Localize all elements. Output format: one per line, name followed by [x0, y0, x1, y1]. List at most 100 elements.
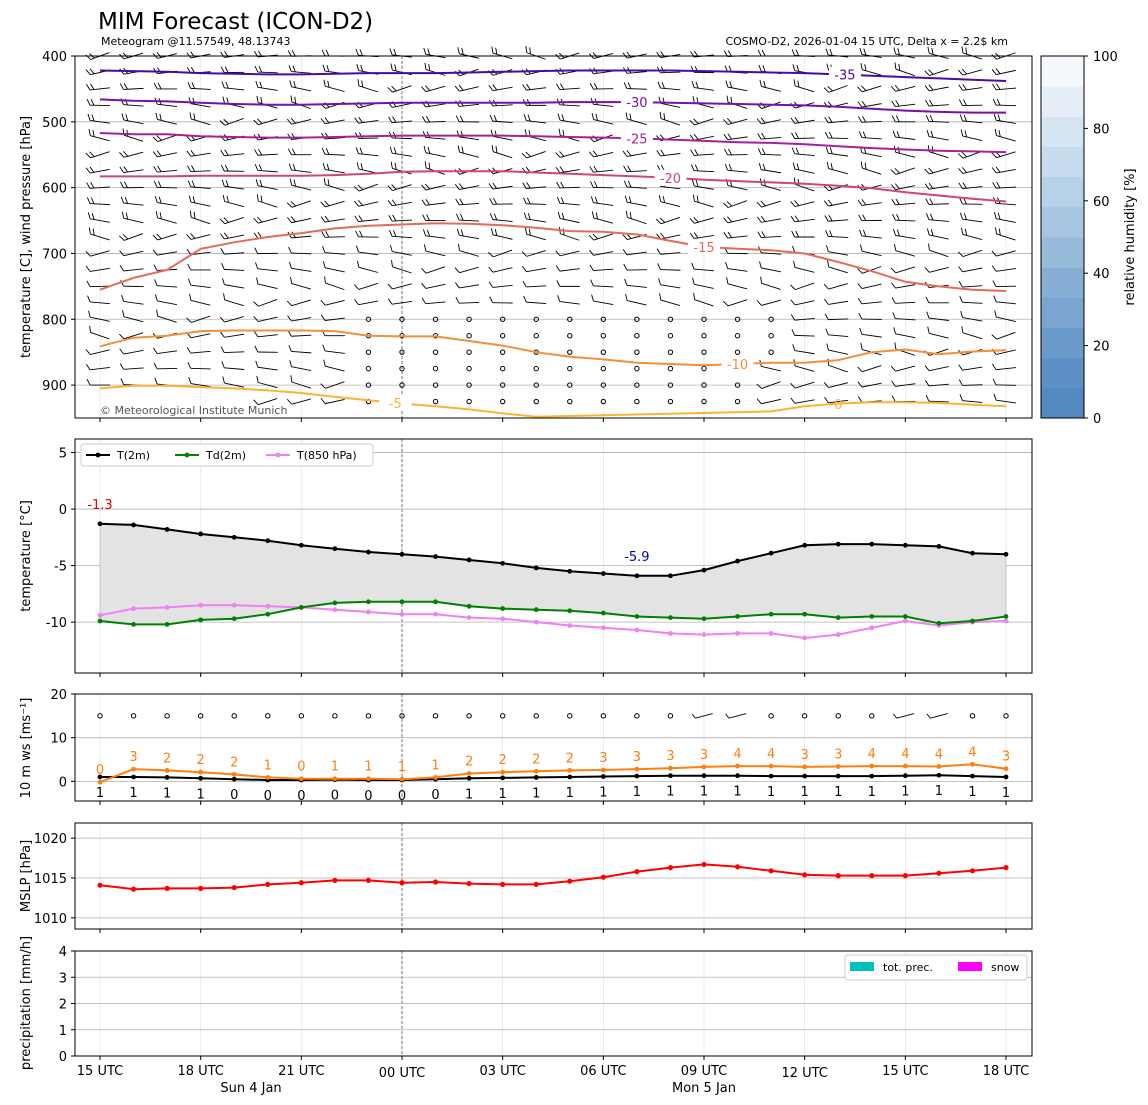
wind-barb-flag — [222, 194, 226, 202]
wind-barb-shaft — [761, 282, 781, 290]
wind-barb-flag — [991, 69, 997, 75]
wind-barb-flag — [623, 263, 628, 271]
wind-barb-icon — [521, 68, 547, 76]
wind-barb-flag — [962, 99, 967, 106]
wind-barb-flag — [189, 112, 192, 119]
wind-barb-flag — [254, 345, 259, 353]
wind-barb-shaft — [895, 202, 916, 206]
wind-barb-flag — [959, 212, 963, 220]
wind-barb-flag — [897, 48, 900, 55]
wind-speed-value-label: 1 — [868, 785, 876, 800]
x-tick-label: 18 UTC — [177, 1064, 223, 1079]
wind-barb-shaft — [930, 713, 948, 719]
wind-barb-flag — [793, 260, 796, 268]
wind-barb-flag — [358, 215, 363, 222]
wind-barb-flag — [119, 166, 125, 173]
wind-barb-icon — [321, 147, 345, 156]
wind-barb-shaft — [861, 152, 882, 158]
wind-barb-flag — [523, 114, 527, 121]
wind-barb-shaft — [425, 266, 446, 274]
series-point — [399, 776, 405, 782]
wind-barb-flag — [89, 166, 95, 173]
wind-barb-flag — [890, 169, 897, 175]
colorbar-segment — [1041, 387, 1084, 419]
wind-barb-flag — [791, 147, 796, 155]
wind-barb-flag — [125, 212, 129, 220]
calm-wind-symbol — [432, 713, 439, 719]
wind-barb-flag — [589, 166, 594, 173]
x-tick-label: 15 UTC — [882, 1064, 928, 1079]
wind-barb-shaft — [962, 168, 983, 174]
wind-barb-shaft — [660, 216, 681, 225]
wind-barb-flag — [155, 211, 158, 218]
wind-barb-icon — [219, 232, 245, 240]
wind-barb-shaft — [224, 351, 245, 353]
wind-barb-shaft — [291, 334, 312, 337]
wind-barb-icon — [121, 211, 144, 224]
wind-barb-flag — [555, 53, 561, 60]
calm-wind-symbol — [298, 713, 305, 719]
wind-barb-flag — [490, 228, 494, 235]
wind-barb-shaft — [123, 332, 144, 340]
wind-barb-flag — [426, 229, 431, 237]
wind-barb-flag — [193, 211, 196, 219]
wind-speed-value-label: 1 — [197, 787, 205, 802]
wind-barb-icon — [558, 227, 580, 241]
wind-barb-shaft — [694, 200, 714, 208]
wind-barb-shaft — [929, 249, 949, 258]
wind-barb-icon — [859, 229, 882, 239]
colorbar-tick-label: 0 — [1093, 412, 1101, 427]
series-point — [634, 627, 640, 633]
wind-barb-shaft — [693, 153, 715, 156]
gust-value-label: 2 — [465, 754, 473, 769]
wind-barb-icon — [122, 310, 144, 323]
wind-barb-icon — [353, 282, 379, 290]
date-label: Sun 4 Jan — [220, 1081, 281, 1096]
wind-barb-icon — [958, 182, 983, 190]
wind-barb-icon — [724, 163, 748, 173]
series-point — [902, 542, 908, 548]
y-tick-label: 5 — [59, 447, 67, 462]
wind-barb-icon — [891, 380, 916, 387]
wind-barb-shaft — [862, 69, 882, 76]
wind-barb-flag — [959, 197, 963, 205]
wind-barb-shaft — [694, 185, 714, 190]
wind-barb-shaft — [291, 299, 312, 307]
wind-barb-flag — [90, 197, 95, 204]
series-point — [164, 527, 170, 532]
wind-barb-icon — [894, 244, 916, 257]
wind-barb-flag — [326, 163, 330, 171]
gust-value-label: 4 — [968, 745, 976, 760]
wind-barb-flag — [190, 149, 196, 156]
wind-barb-shaft — [962, 366, 983, 371]
wind-barb-flag — [761, 148, 766, 155]
wind-barb-flag — [320, 314, 326, 321]
wind-barb-shaft — [996, 301, 1016, 305]
wind-barb-flag — [459, 198, 464, 205]
wind-barb-flag — [253, 330, 259, 338]
wind-barb-icon — [525, 46, 546, 60]
wind-barb-flag — [662, 195, 666, 203]
series-line — [99, 863, 1007, 891]
wind-barb-flag — [924, 85, 930, 92]
wind-barb-icon — [725, 80, 748, 92]
wind-barb-flag — [591, 211, 595, 219]
wind-barb-flag — [153, 347, 158, 354]
wind-barb-icon — [120, 378, 144, 387]
wind-barb-shaft — [761, 184, 781, 191]
wind-barb-shaft — [593, 251, 614, 256]
colorbar-tick-label: 80 — [1093, 122, 1110, 137]
wind-barb-icon — [588, 233, 613, 241]
wind-barb-flag — [996, 83, 1001, 90]
wind-barb-flag — [359, 230, 363, 238]
wind-barb-icon — [88, 129, 110, 142]
x-tick-label: 21 UTC — [278, 1064, 324, 1079]
wind-barb-icon — [221, 361, 245, 370]
wind-barb-shaft — [123, 300, 144, 305]
wind-barb-shaft — [895, 86, 916, 92]
series-point — [366, 609, 371, 615]
wind-barb-icon — [154, 279, 178, 288]
y-tick-label: 4 — [59, 945, 67, 960]
wind-barb-shaft — [694, 299, 714, 307]
wind-barb-flag — [958, 364, 963, 371]
